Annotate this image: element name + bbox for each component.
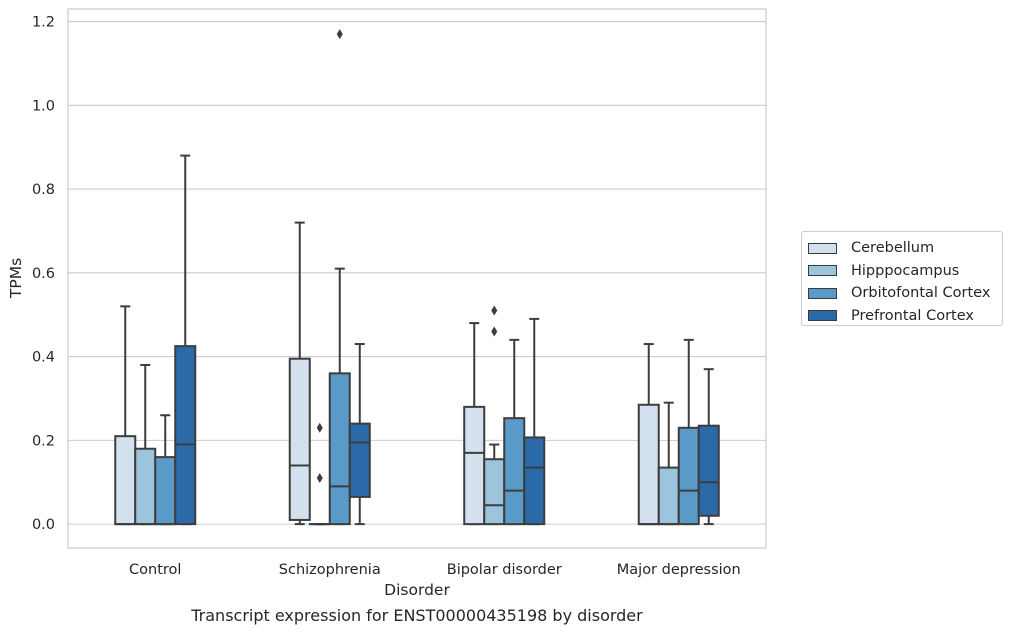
y-tick-label: 0.0 <box>32 517 55 533</box>
plot-frame <box>67 8 767 549</box>
box-body <box>483 458 506 526</box>
y-tick-label: 0.4 <box>32 350 55 366</box>
box-0-3 <box>637 343 660 526</box>
outlier-point <box>336 29 343 40</box>
box-body <box>503 417 526 526</box>
box-body <box>288 357 311 521</box>
box-body <box>154 456 177 526</box>
x-tick-labels: Control Schizophrenia Bipolar disorder Majo… <box>129 562 741 578</box>
legend-item: Hipppocampus <box>808 260 1002 283</box>
legend-item: Prefrontal Cortex <box>808 305 1002 328</box>
box-2-0 <box>154 414 177 526</box>
y-tick-labels: 0.0 0.2 0.4 0.6 0.8 1.0 1.2 <box>32 15 55 534</box>
y-tick-label: 0.6 <box>32 266 55 282</box>
box-0-1 <box>288 221 311 526</box>
legend-swatch <box>808 242 837 254</box>
box-body <box>328 372 351 526</box>
outlier-point <box>491 326 498 337</box>
x-axis-label: Disorder <box>384 581 450 599</box>
outlier-point <box>491 305 498 316</box>
box-1-0 <box>134 363 157 526</box>
y-axis-label: TPMs <box>7 258 25 299</box>
legend-label: Cerebellum <box>851 240 935 257</box>
legend-label: Prefrontal Cortex <box>851 307 974 324</box>
box-3-0 <box>174 154 197 526</box>
outlier-point <box>316 422 323 433</box>
box-body <box>697 424 720 517</box>
box-body <box>637 403 660 526</box>
box-1-3 <box>657 401 680 526</box>
box-body <box>463 405 486 526</box>
box-2-1 <box>328 29 351 526</box>
box-body <box>657 466 680 526</box>
legend-item: Cerebellum <box>808 237 1002 260</box>
x-tick-label: Bipolar disorder <box>447 562 562 578</box>
box-0-2 <box>463 322 486 526</box>
box-3-3 <box>697 368 720 526</box>
box-3-1 <box>348 343 371 526</box>
boxes <box>114 29 720 526</box>
gridlines <box>68 21 766 525</box>
box-body <box>677 426 700 526</box>
legend-swatch <box>808 265 837 277</box>
x-tick-label: Schizophrenia <box>279 562 381 578</box>
y-tick-label: 0.8 <box>32 182 55 198</box>
y-tick-label: 1.2 <box>32 15 55 31</box>
legend-label: Hipppocampus <box>851 262 960 279</box>
x-tick-label: Major depression <box>617 562 741 578</box>
y-tick-label: 1.0 <box>32 98 55 114</box>
box-1-1 <box>308 422 331 526</box>
box-3-2 <box>523 317 546 526</box>
box-2-2 <box>503 338 526 526</box>
legend-swatch <box>808 310 837 322</box>
box-body <box>348 422 371 498</box>
box-1-2 <box>483 305 506 526</box>
legend-item: Orbitofontal Cortex <box>808 282 1002 305</box>
x-tick-label: Control <box>129 562 181 578</box>
box-body <box>134 447 157 526</box>
box-body <box>174 345 197 526</box>
legend-swatch <box>808 287 837 299</box>
box-2-3 <box>677 338 700 526</box>
figure-caption: Transcript expression for ENST0000043519… <box>191 606 643 625</box>
box-0-0 <box>114 305 137 526</box>
legend: Cerebellum Hipppocampus Orbitofontal Corte… <box>801 231 1003 326</box>
outlier-point <box>316 473 323 484</box>
y-tick-label: 0.2 <box>32 433 55 449</box>
legend-label: Orbitofontal Cortex <box>851 285 991 302</box>
box-body <box>523 436 546 526</box>
box-body <box>114 435 137 526</box>
